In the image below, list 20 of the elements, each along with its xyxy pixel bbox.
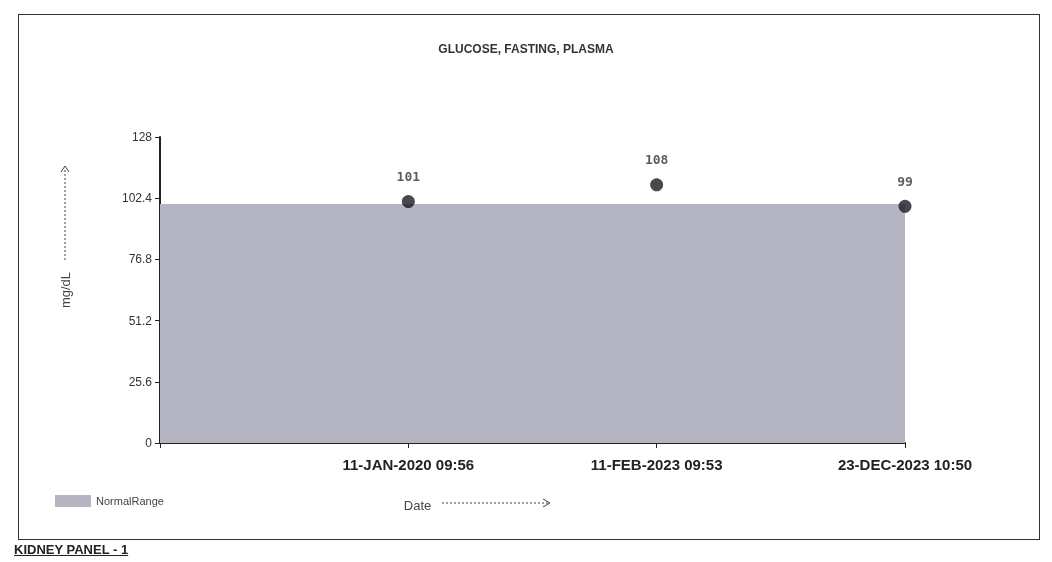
x-tick-label: 23-DEC-2023 10:50 xyxy=(837,456,973,473)
text: KIDNEY PANEL - 1 xyxy=(14,542,129,557)
legend-label: NormalRange xyxy=(96,495,164,507)
chart-title: GLUCOSE, FASTING, PLASMA xyxy=(438,42,614,56)
x-tick-label: 11-JAN-2020 09:56 xyxy=(342,456,475,473)
y-tick-label: 76.8 xyxy=(128,252,153,267)
point xyxy=(650,178,664,192)
data-label: 101 xyxy=(396,169,421,185)
data-label: 99 xyxy=(897,173,913,189)
y-tick-label: 128 xyxy=(131,130,153,144)
y-tick-label: 102.4 xyxy=(121,191,153,206)
point xyxy=(401,195,415,209)
data-label: 108 xyxy=(644,152,669,168)
y-tick-label: 51.2 xyxy=(128,313,153,328)
x-tick-label: 11-FEB-2023 09:53 xyxy=(590,456,723,473)
y-tick-label: 0 xyxy=(145,436,153,450)
y-tick-label: 25.6 xyxy=(128,374,153,389)
point xyxy=(898,199,912,213)
x-axis-title: Date xyxy=(403,498,432,513)
y-axis-title: mg/dL xyxy=(58,271,73,309)
